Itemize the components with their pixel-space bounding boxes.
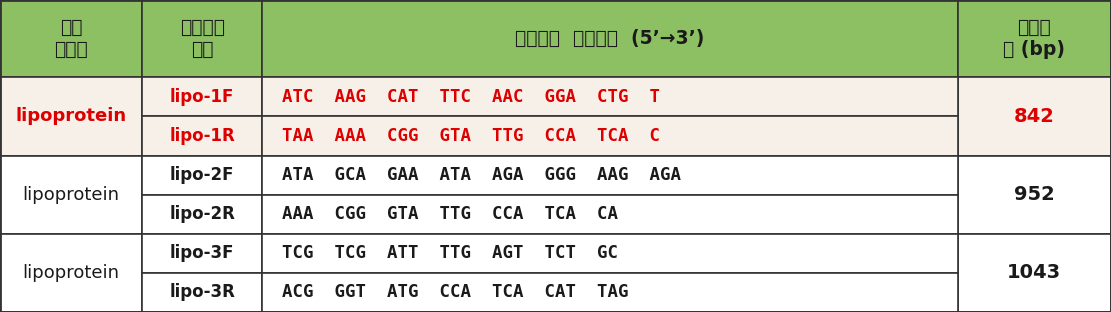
Bar: [142, 195, 262, 234]
Text: lipoprotein: lipoprotein: [22, 186, 120, 204]
Bar: [0, 234, 142, 312]
Bar: [142, 116, 262, 156]
Text: lipoprotein: lipoprotein: [22, 264, 120, 282]
Text: lipo-2R: lipo-2R: [169, 205, 236, 223]
Bar: [142, 156, 262, 195]
Bar: [262, 77, 958, 116]
Bar: [958, 77, 1111, 156]
Bar: [958, 0, 1111, 77]
Bar: [142, 77, 262, 116]
Text: ACG  GGT  ATG  CCA  TCA  CAT  TAG: ACG GGT ATG CCA TCA CAT TAG: [282, 283, 629, 301]
Bar: [958, 156, 1111, 234]
Bar: [0, 77, 142, 156]
Text: lipo-1F: lipo-1F: [170, 88, 234, 106]
Text: 프라이머  염기서열  (5’→3’): 프라이머 염기서열 (5’→3’): [516, 29, 704, 48]
Bar: [142, 0, 262, 77]
Bar: [262, 195, 958, 234]
Text: ATA  GCA  GAA  ATA  AGA  GGG  AAG  AGA: ATA GCA GAA ATA AGA GGG AAG AGA: [282, 166, 681, 184]
Text: 대상
유전자: 대상 유전자: [54, 18, 88, 59]
Text: 842: 842: [1014, 107, 1054, 126]
Bar: [262, 234, 958, 273]
Text: 952: 952: [1014, 185, 1054, 204]
Bar: [958, 234, 1111, 312]
Text: 1043: 1043: [1008, 263, 1061, 282]
Text: lipoprotein: lipoprotein: [16, 107, 127, 125]
Text: lipo-3F: lipo-3F: [170, 244, 234, 262]
Text: lipo-3R: lipo-3R: [169, 283, 236, 301]
Text: ATC  AAG  CAT  TTC  AAC  GGA  CTG  T: ATC AAG CAT TTC AAC GGA CTG T: [282, 88, 660, 106]
Bar: [142, 273, 262, 312]
Bar: [142, 234, 262, 273]
Text: 프라이머
이름: 프라이머 이름: [180, 18, 224, 59]
Bar: [262, 116, 958, 156]
Bar: [262, 273, 958, 312]
Text: lipo-2F: lipo-2F: [170, 166, 234, 184]
Text: TAA  AAA  CGG  GTA  TTG  CCA  TCA  C: TAA AAA CGG GTA TTG CCA TCA C: [282, 127, 660, 145]
Text: AAA  CGG  GTA  TTG  CCA  TCA  CA: AAA CGG GTA TTG CCA TCA CA: [282, 205, 618, 223]
Bar: [262, 156, 958, 195]
Text: lipo-1R: lipo-1R: [169, 127, 236, 145]
Bar: [0, 0, 142, 77]
Text: 산물크
기 (bp): 산물크 기 (bp): [1003, 18, 1065, 59]
Bar: [0, 156, 142, 234]
Bar: [262, 0, 958, 77]
Text: TCG  TCG  ATT  TTG  AGT  TCT  GC: TCG TCG ATT TTG AGT TCT GC: [282, 244, 618, 262]
